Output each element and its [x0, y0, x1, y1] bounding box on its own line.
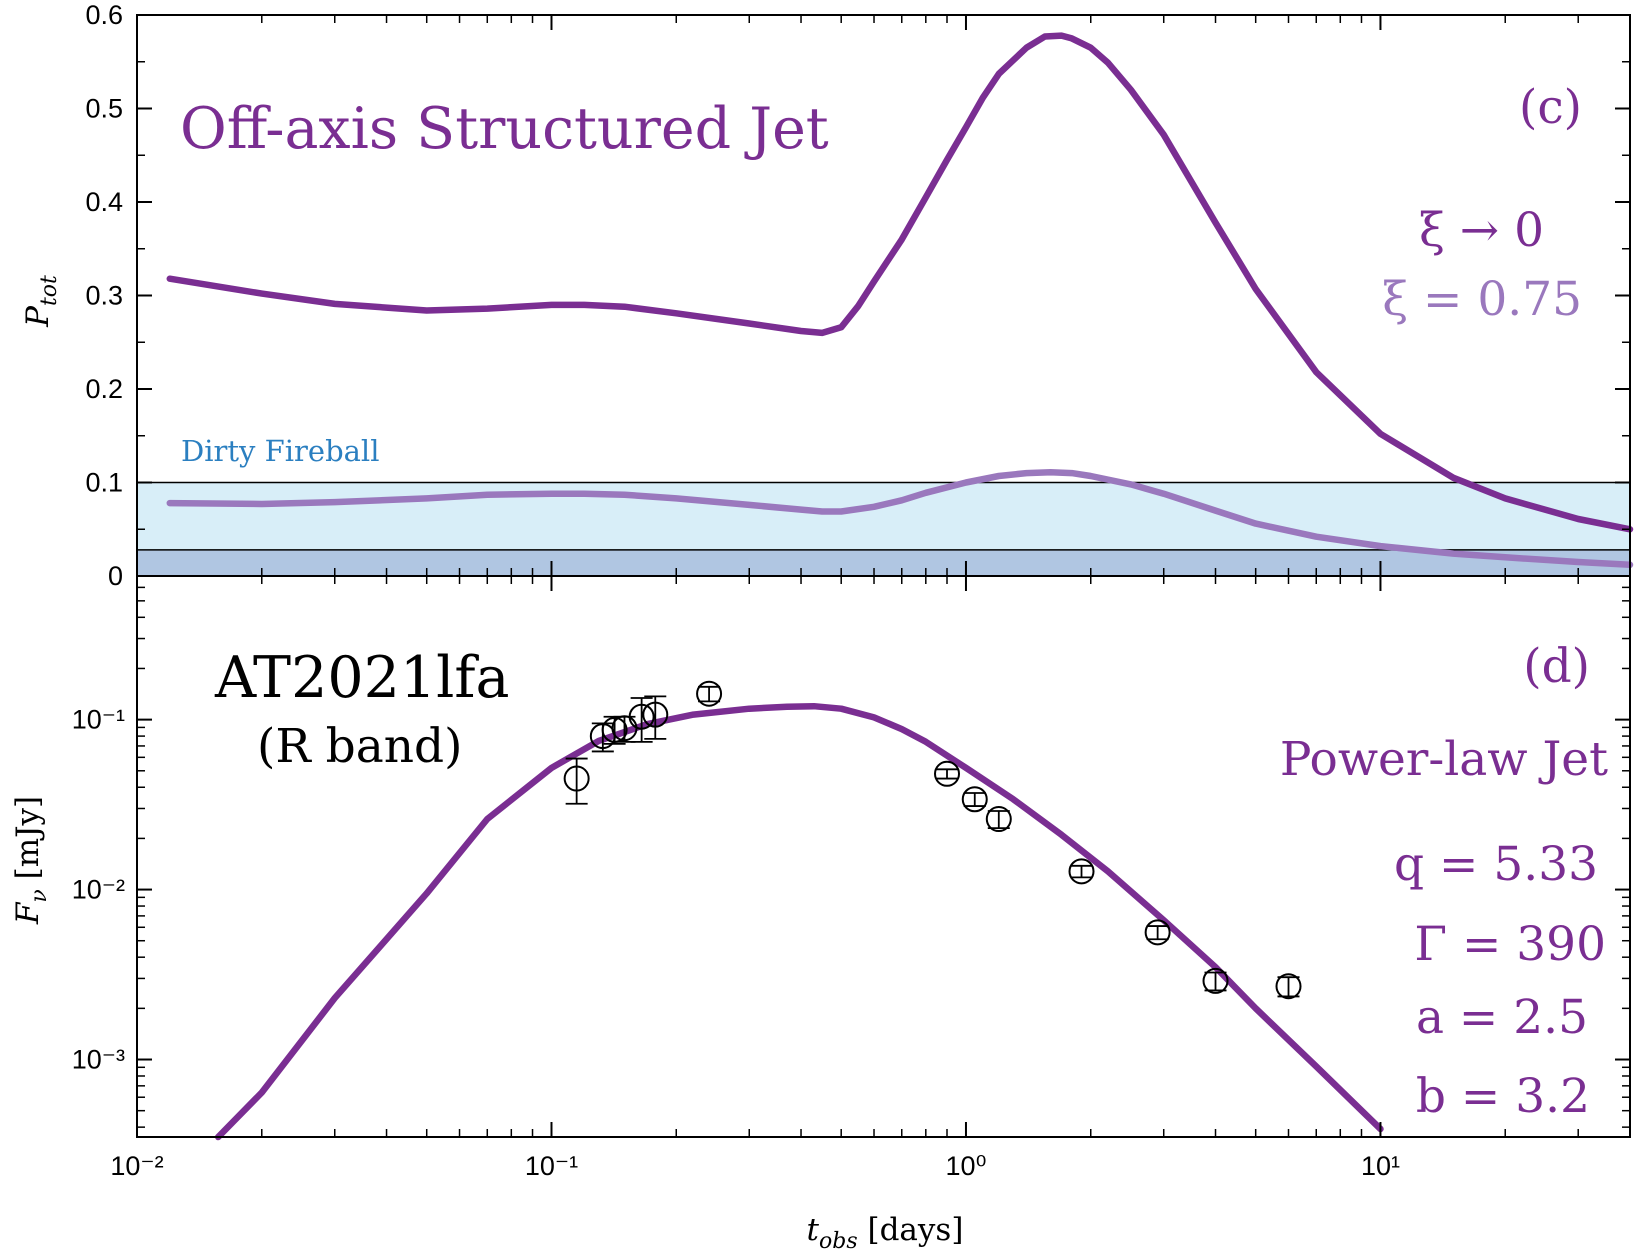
d-ytick-label: 10⁻³ — [72, 1045, 125, 1075]
panel-d-curves — [214, 702, 1384, 1141]
legend-xi-zero: ξ → 0 — [1419, 203, 1544, 258]
data-point — [985, 806, 1012, 833]
c-ytick-label: 0.1 — [85, 468, 123, 498]
d-xtick-label: 10¹ — [1361, 1151, 1400, 1181]
dirty-fireball-label: Dirty Fireball — [181, 434, 379, 468]
data-marker — [1275, 973, 1302, 1000]
data-point — [628, 697, 655, 743]
param-gamma: Γ = 390 — [1414, 917, 1606, 972]
data-point — [642, 695, 669, 740]
data-point — [1144, 919, 1171, 946]
panel-c-ticks: 0 0.1 0.2 0.3 0.4 0.5 0.6 — [85, 0, 1631, 591]
data-marker — [961, 786, 988, 813]
data-marker — [696, 680, 723, 707]
panel-c: 0 0.1 0.2 0.3 0.4 0.5 0.6 Off-axis Structured … — [20, 0, 1634, 591]
data-marker — [1202, 967, 1229, 994]
param-b: b = 3.2 — [1416, 1069, 1590, 1124]
data-marker — [934, 760, 961, 787]
panel-d-ylabel: Fν [mJy] — [10, 796, 52, 925]
data-marker — [642, 701, 669, 728]
data-marker — [563, 765, 590, 792]
model-label: Power-law Jet — [1280, 732, 1608, 787]
data-point — [1202, 967, 1229, 994]
c-ytick-label: 0.3 — [85, 281, 123, 311]
panel-d-ticks: 10⁻³ 10⁻² 10⁻¹ 10⁻² 10⁻¹ 10⁰ 10¹ — [72, 576, 1631, 1181]
panel-d-xlabel: tobs [days] — [807, 1212, 964, 1254]
data-point — [563, 757, 590, 805]
panel-c-ylabel: Ptot — [20, 275, 62, 328]
data-point — [696, 680, 723, 707]
model-line — [214, 702, 1384, 1141]
param-q: q = 5.33 — [1394, 837, 1598, 892]
panel-c-title: Off-axis Structured Jet — [180, 96, 829, 162]
c-ytick-label: 0 — [108, 561, 123, 591]
legend-xi-075: ξ = 0.75 — [1382, 272, 1582, 327]
c-ytick-label: 0.2 — [85, 374, 123, 404]
data-marker — [1068, 858, 1095, 885]
data-marker — [985, 806, 1012, 833]
param-a: a = 2.5 — [1416, 990, 1588, 1045]
panel-c-curves — [166, 32, 1634, 569]
data-point — [961, 786, 988, 813]
d-ytick-label: 10⁻² — [72, 875, 125, 905]
data-marker — [1144, 919, 1171, 946]
data-point — [934, 760, 961, 787]
d-xtick-label: 10⁰ — [946, 1151, 987, 1181]
series-line-0 — [166, 32, 1634, 533]
panel-d-subtitle: (R band) — [257, 719, 462, 774]
c-ytick-label: 0.5 — [85, 94, 123, 124]
panel-c-label: (c) — [1519, 80, 1582, 135]
dirty-fireball-band — [137, 482, 1630, 550]
panel-d-frame — [136, 575, 1631, 1138]
data-point — [1275, 973, 1302, 1000]
data-point — [1068, 858, 1095, 885]
data-marker — [628, 703, 655, 730]
d-xtick-label: 10⁻² — [110, 1151, 163, 1181]
panel-d-label: (d) — [1523, 639, 1590, 694]
panel-d: 10⁻³ 10⁻² 10⁻¹ 10⁻² 10⁻¹ 10⁰ 10¹ AT2021lfa (R … — [10, 575, 1631, 1254]
c-ytick-label: 0.6 — [85, 0, 123, 30]
dirty-fireball-band-lower — [137, 549, 1630, 576]
c-ytick-label: 0.4 — [85, 187, 123, 217]
panel-d-observations — [563, 680, 1302, 1000]
series-line-1 — [166, 468, 1634, 569]
d-ytick-label: 10⁻¹ — [72, 705, 125, 735]
d-xtick-label: 10⁻¹ — [525, 1151, 578, 1181]
panel-d-title: AT2021lfa — [214, 645, 509, 711]
